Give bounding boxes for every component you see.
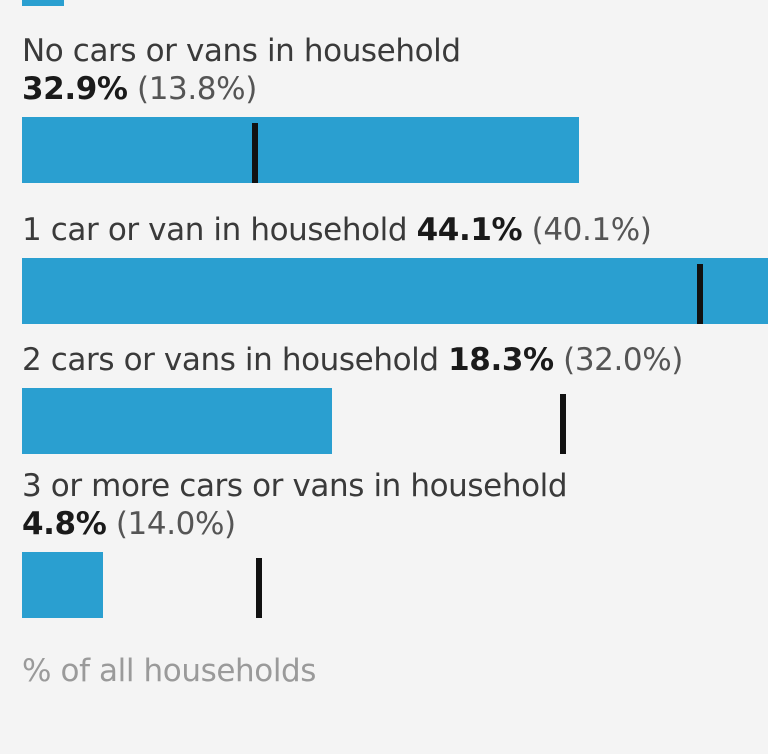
category-two-cars: 2 cars or vans in household 18.3% (32.0%…: [22, 341, 768, 454]
category-name: 2 cars or vans in household: [22, 342, 439, 378]
value-label: 32.9%: [22, 71, 128, 107]
reference-marker: [697, 264, 704, 324]
reference-label: (13.8%): [137, 71, 257, 107]
reference-label: (14.0%): [115, 506, 236, 542]
category-label: No cars or vans in household 32.9% (13.8%…: [22, 32, 768, 108]
category-name: 1 car or van in household: [22, 212, 408, 248]
reference-label: (40.1%): [531, 212, 652, 248]
bar: [22, 388, 332, 454]
category-label: 3 or more cars or vans in household 4.8% …: [22, 467, 768, 543]
bar: [22, 552, 104, 618]
legend-swatch: [22, 0, 64, 6]
category-name: 3 or more cars or vans in household: [22, 468, 568, 504]
bar-track: [22, 388, 768, 454]
axis-label: % of all households: [22, 653, 317, 689]
bar: [22, 117, 579, 183]
category-name: No cars or vans in household: [22, 33, 461, 69]
category-three-plus-cars: 3 or more cars or vans in household 4.8% …: [22, 467, 768, 618]
reference-marker: [255, 558, 262, 618]
bar: [22, 258, 768, 324]
category-no-cars: No cars or vans in household 32.9% (13.8%…: [22, 32, 768, 183]
bar-track: [22, 552, 768, 618]
reference-label: (32.0%): [563, 342, 683, 378]
value-label: 18.3%: [448, 342, 554, 378]
value-label: 4.8%: [22, 506, 107, 542]
bar-track: [22, 117, 768, 183]
category-one-car: 1 car or van in household 44.1% (40.1%): [22, 211, 768, 324]
value-label: 44.1%: [416, 212, 523, 248]
category-label: 1 car or van in household 44.1% (40.1%): [22, 211, 768, 249]
category-label: 2 cars or vans in household 18.3% (32.0%…: [22, 341, 768, 379]
reference-marker: [560, 394, 567, 454]
reference-marker: [252, 123, 259, 183]
bar-track: [22, 258, 768, 324]
